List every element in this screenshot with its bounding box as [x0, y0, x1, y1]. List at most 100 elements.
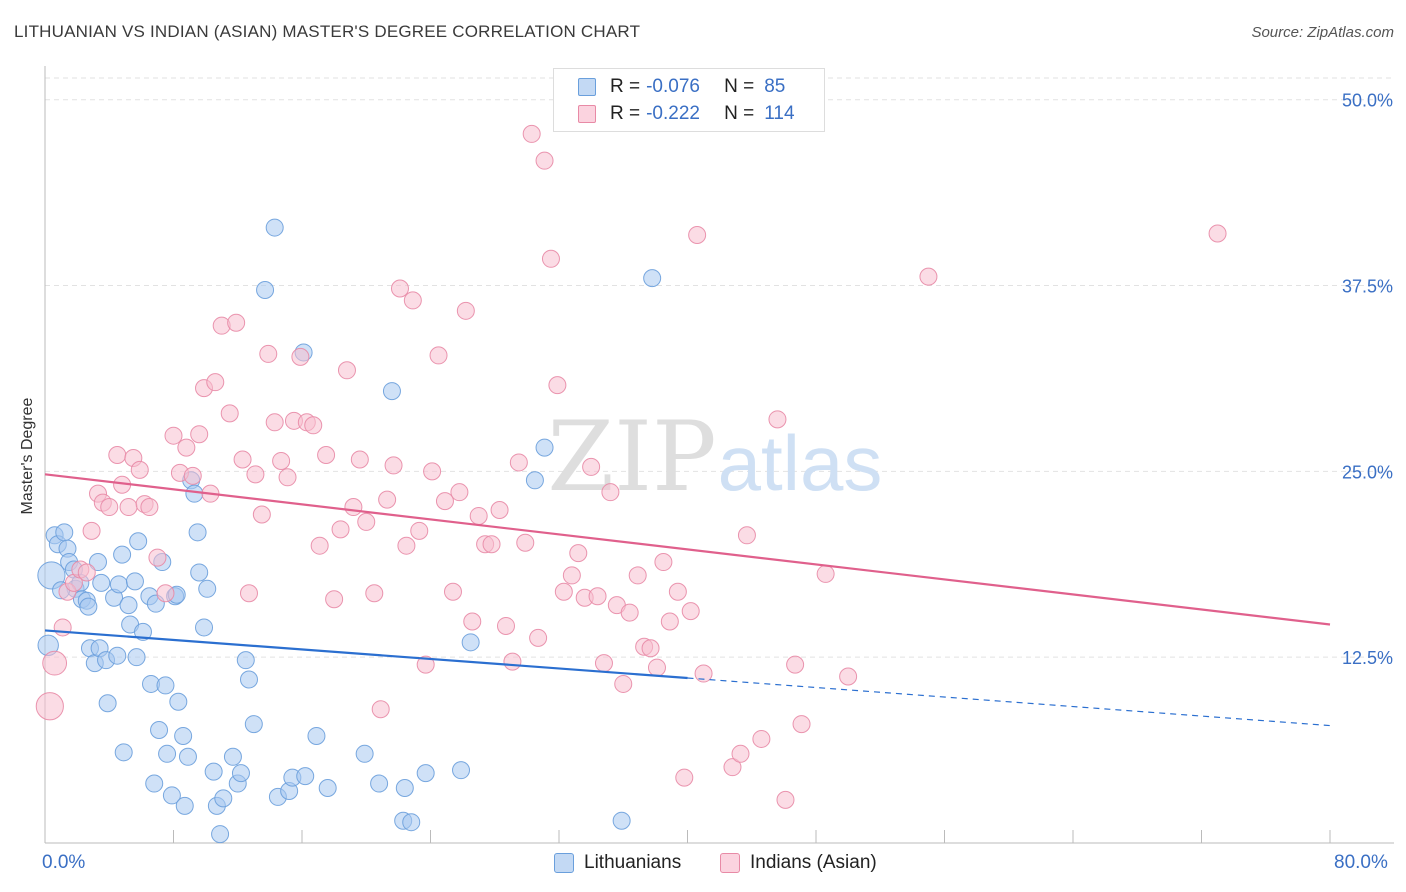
point-indian	[628, 566, 647, 585]
point-indian	[148, 548, 167, 567]
legend-label-lithuanians: Lithuanians	[584, 852, 682, 873]
series-legend: Lithuanians Indians (Asian)	[0, 852, 1406, 876]
point-indian	[588, 587, 607, 606]
point-lithuanian	[109, 575, 128, 594]
point-indian	[77, 563, 96, 582]
point-indian	[317, 446, 336, 465]
point-indian	[403, 291, 422, 310]
point-indian	[786, 655, 805, 674]
point-indian	[108, 446, 127, 465]
point-lithuanian	[416, 764, 435, 783]
point-lithuanian	[92, 573, 111, 592]
trend-lines	[44, 473, 1331, 727]
stats-legend: R = -0.076 N = 85 R = -0.222 N = 114	[553, 68, 825, 132]
point-indian	[816, 564, 835, 583]
x-axis-max-label: 80.0%	[1334, 852, 1388, 873]
point-lithuanian	[265, 218, 284, 237]
point-lithuanian	[461, 633, 480, 652]
point-indian	[694, 664, 713, 683]
point-lithuanian	[256, 281, 275, 300]
point-indian	[731, 744, 750, 763]
point-lithuanian	[355, 744, 374, 763]
point-lithuanian	[535, 438, 554, 457]
point-indian	[450, 483, 469, 502]
point-lithuanian	[402, 813, 421, 832]
point-indian	[190, 425, 209, 444]
point-lithuanian	[174, 726, 193, 745]
point-lithuanian	[129, 532, 148, 551]
point-indian	[919, 267, 938, 286]
legend-item-indians[interactable]: Indians (Asian)	[720, 852, 877, 874]
point-indian	[594, 654, 613, 673]
legend-item-lithuanians[interactable]: Lithuanians	[554, 852, 681, 874]
point-indian	[265, 413, 284, 432]
point-indian	[509, 453, 528, 472]
point-indian	[239, 584, 258, 603]
point-lithuanian	[89, 553, 108, 572]
point-lithuanian	[198, 579, 217, 598]
point-lithuanian	[113, 545, 132, 564]
y-tick-label: 37.5%	[1342, 277, 1393, 297]
point-lithuanian	[195, 618, 214, 637]
point-indian	[535, 151, 554, 170]
point-indian	[681, 602, 700, 621]
point-indian	[469, 506, 488, 525]
source-label: Source: ZipAtlas.com	[1251, 24, 1394, 41]
watermark-atlas: atlas	[718, 419, 883, 507]
point-lithuanian	[125, 572, 144, 591]
point-indian	[601, 483, 620, 502]
point-indian	[365, 584, 384, 603]
point-lithuanian	[244, 715, 263, 734]
point-indian	[752, 729, 771, 748]
point-indian	[390, 279, 409, 298]
point-indian	[246, 465, 265, 484]
x-axis-min-label: 0.0%	[42, 852, 86, 873]
point-indian	[792, 715, 811, 734]
point-indian	[668, 582, 687, 601]
legend-swatch-indians	[578, 105, 596, 123]
point-indian	[212, 316, 231, 335]
point-indian	[482, 535, 501, 554]
point-indian	[82, 521, 101, 540]
point-lithuanian	[239, 670, 258, 689]
point-indian	[371, 700, 390, 719]
point-indian	[522, 124, 541, 143]
point-indian	[156, 584, 175, 603]
y-tick-label: 25.0%	[1342, 462, 1393, 482]
point-lithuanian	[525, 471, 544, 490]
point-lithuanian	[150, 721, 169, 740]
point-lithuanian	[169, 692, 188, 711]
point-lithuanian	[133, 622, 152, 641]
point-indian	[839, 667, 858, 686]
point-lithuanian	[79, 597, 98, 616]
point-lithuanian	[223, 747, 242, 766]
point-indian	[164, 426, 183, 445]
point-indian	[548, 376, 567, 395]
point-indian	[503, 652, 522, 671]
point-indian	[272, 451, 291, 470]
point-lithuanian	[188, 523, 207, 542]
legend-n-label: N =	[724, 103, 755, 124]
point-lithuanian	[114, 743, 133, 762]
point-indian	[562, 566, 581, 585]
point-lithuanian	[214, 789, 233, 808]
point-lithuanian	[204, 762, 223, 781]
grid-lines	[45, 77, 1394, 658]
point-indian	[620, 603, 639, 622]
point-indian	[35, 692, 64, 721]
point-indian	[1208, 224, 1227, 243]
point-indian	[397, 536, 416, 555]
point-indian	[53, 618, 72, 637]
point-indian	[233, 450, 252, 469]
point-lithuanian	[612, 811, 631, 830]
legend-n-label: N =	[724, 76, 755, 97]
point-lithuanian	[156, 676, 175, 695]
point-lithuanian	[127, 648, 146, 667]
point-lithuanian	[162, 786, 181, 805]
point-lithuanian	[318, 778, 337, 797]
point-lithuanian	[145, 774, 164, 793]
point-indian	[688, 226, 707, 245]
point-indian	[350, 450, 369, 469]
legend-label-indians: Indians (Asian)	[750, 852, 877, 873]
point-lithuanian	[108, 646, 127, 665]
